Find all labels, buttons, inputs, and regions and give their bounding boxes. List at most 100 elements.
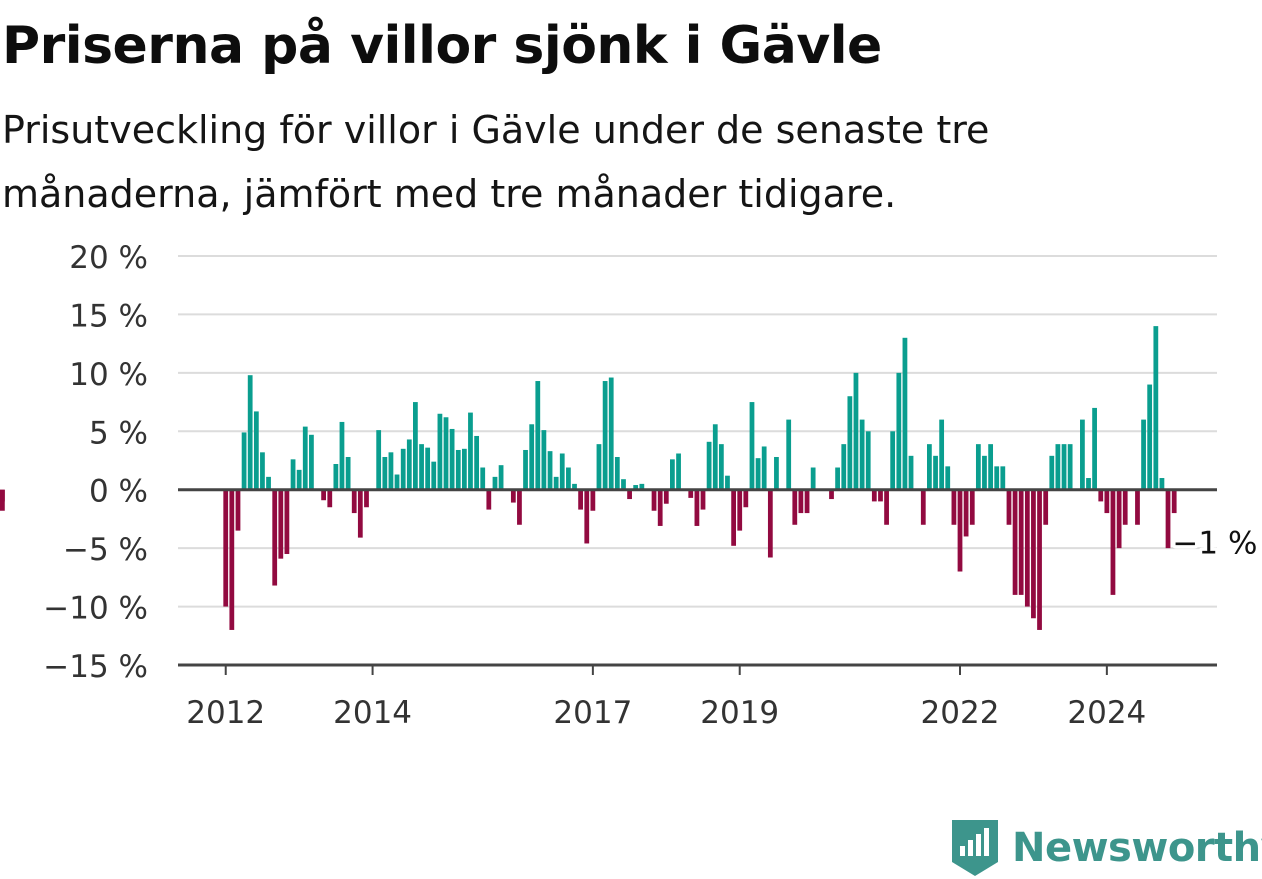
bar <box>608 377 614 490</box>
bar <box>670 459 675 490</box>
bar <box>455 449 461 490</box>
axes <box>178 488 1217 667</box>
bar <box>688 489 694 498</box>
bar <box>498 465 504 490</box>
bar <box>223 489 229 607</box>
x-tick-label: 2024 <box>1067 695 1146 731</box>
bar <box>547 451 553 490</box>
bar <box>302 426 308 490</box>
gridlines <box>178 255 1217 608</box>
chart-title: Priserna på villor sjönk i Gävle <box>2 16 882 76</box>
bar <box>1024 489 1030 607</box>
bar <box>1080 419 1085 490</box>
bar <box>908 455 914 490</box>
bar <box>706 441 712 490</box>
bar <box>290 459 296 490</box>
bar <box>896 372 902 490</box>
bar <box>327 489 333 508</box>
bar <box>1141 419 1146 490</box>
bar <box>1037 489 1042 630</box>
bar <box>492 476 498 490</box>
bar <box>663 489 669 504</box>
bar <box>786 419 792 490</box>
bar <box>1153 326 1159 490</box>
bar <box>596 444 602 490</box>
bar <box>278 489 284 559</box>
y-tick-label: 20 % <box>69 240 148 276</box>
bar <box>413 402 418 490</box>
y-tick-label: 10 % <box>69 357 148 393</box>
bar <box>920 489 926 525</box>
newsworthy-logo-icon <box>952 820 998 876</box>
bar <box>578 489 583 510</box>
bar <box>296 469 302 490</box>
bar <box>449 428 455 490</box>
bar <box>437 413 443 490</box>
bar <box>247 375 253 490</box>
bar <box>1116 489 1122 549</box>
bar <box>357 489 363 538</box>
y-tick-label: 5 % <box>89 415 148 451</box>
annotation-halo: −1 % <box>1172 525 1257 561</box>
bar <box>933 455 938 490</box>
annotation-label: −1 % <box>1172 525 1257 561</box>
bar <box>841 444 847 490</box>
newsworthy-brand: Newsworthy <box>950 818 1262 878</box>
bar <box>884 489 889 525</box>
bar <box>1171 489 1177 514</box>
bar <box>982 455 987 490</box>
bar <box>945 466 951 490</box>
bar <box>1031 489 1036 619</box>
bar <box>1147 384 1153 490</box>
bar <box>633 485 639 490</box>
bar <box>1049 455 1055 490</box>
bar <box>700 489 706 510</box>
bar <box>431 461 437 490</box>
bar <box>376 430 382 490</box>
bar <box>725 475 730 490</box>
bar <box>994 466 1000 490</box>
bar <box>731 489 737 546</box>
bar <box>339 421 345 490</box>
bar <box>486 489 492 510</box>
bar <box>253 411 259 490</box>
bar <box>559 453 565 490</box>
bar <box>621 479 626 490</box>
bar <box>1104 489 1110 514</box>
bar <box>529 424 535 490</box>
x-tick-label: 2012 <box>186 695 265 731</box>
bar <box>394 474 400 490</box>
bar-series <box>0 326 1177 630</box>
y-tick-label: 0 % <box>89 474 148 510</box>
bar <box>400 448 406 490</box>
x-tick-label: 2019 <box>700 695 779 731</box>
bar <box>1012 489 1018 595</box>
bar <box>774 456 779 490</box>
bar <box>829 489 834 500</box>
bar <box>406 439 412 490</box>
bar <box>694 489 700 526</box>
bar <box>1006 489 1012 525</box>
bar <box>229 489 235 630</box>
bar <box>627 489 632 500</box>
bar <box>1098 489 1104 502</box>
bar <box>737 489 743 531</box>
bar <box>926 444 932 490</box>
bar <box>755 458 761 490</box>
bar <box>284 489 290 554</box>
bar <box>767 489 773 558</box>
bar <box>388 452 394 490</box>
bar <box>1110 489 1116 595</box>
bar <box>743 489 749 508</box>
bar <box>345 456 351 490</box>
bar-chart: 20 %15 %10 %5 %0 %−5 %−10 %−15 % 2012 201… <box>0 240 1258 731</box>
bar <box>572 483 577 490</box>
chart-subtitle: Prisutveckling för villor i Gävle under … <box>2 108 990 216</box>
bar <box>865 431 871 490</box>
bar <box>333 464 339 490</box>
bar <box>988 444 994 490</box>
bar <box>266 476 271 490</box>
bar <box>835 467 840 490</box>
bar <box>535 381 541 490</box>
bar <box>878 489 883 502</box>
